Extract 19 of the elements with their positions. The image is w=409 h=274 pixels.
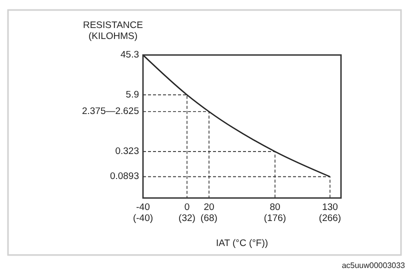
x-tick-label: 80 — [270, 202, 280, 213]
x-tick-label: 0 — [184, 202, 190, 213]
y-tick-label: 0.0893 — [110, 171, 139, 182]
y-tick-label: 5.9 — [126, 89, 139, 100]
y-axis-title: RESISTANCE (KILOHMS) — [82, 20, 144, 42]
x2-tick-label: (176) — [264, 213, 286, 224]
text: ac5uuw00003033 — [342, 261, 406, 270]
x2-tick-label: (266) — [318, 213, 342, 224]
y-tick-label: 45.3 — [120, 50, 139, 61]
x-tick-label: 130 — [322, 202, 338, 213]
x-axis-title: IAT (°C (°F)) — [216, 238, 268, 249]
x2-tick-label: (-40) — [132, 213, 154, 224]
y-tick-label: 2.375—2.625 — [82, 106, 139, 118]
x2-tick-label: (68) — [200, 213, 218, 224]
x2-tick-label: (32) — [178, 213, 196, 224]
y-tick-label: 0.323 — [115, 146, 139, 158]
x-tick-label: 20 — [204, 202, 214, 213]
line-series — [142, 54, 331, 178]
x-tick-label: -40 — [136, 202, 150, 213]
